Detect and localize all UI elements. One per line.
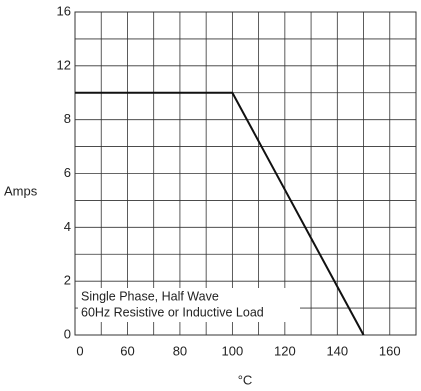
annotation: 60Hz Resistive or Inductive Load bbox=[81, 305, 264, 319]
y-tick-label: 0 bbox=[64, 326, 71, 341]
x-tick-label: 120 bbox=[274, 343, 296, 358]
x-tick-label: 80 bbox=[173, 343, 187, 358]
y-tick-label: 12 bbox=[57, 57, 71, 72]
annotation-box bbox=[78, 288, 300, 322]
x-tick-label: 140 bbox=[326, 343, 348, 358]
x-tick-label: 160 bbox=[379, 343, 401, 358]
x-axis-label: °C bbox=[238, 372, 253, 387]
y-axis-label: Amps bbox=[4, 183, 38, 198]
x-tick-label: 60 bbox=[120, 343, 134, 358]
y-tick-label: 16 bbox=[57, 3, 71, 18]
y-tick-label: 4 bbox=[64, 219, 71, 234]
x-tick-label: 100 bbox=[222, 343, 244, 358]
x-tick-label: 0 bbox=[76, 343, 83, 358]
y-tick-label: 6 bbox=[64, 165, 71, 180]
plot-frame bbox=[74, 11, 417, 336]
annotation: Single Phase, Half Wave bbox=[81, 289, 219, 303]
y-tick-label: 2 bbox=[64, 273, 71, 288]
line-series bbox=[75, 91, 365, 336]
y-tick-label: 8 bbox=[64, 111, 71, 126]
